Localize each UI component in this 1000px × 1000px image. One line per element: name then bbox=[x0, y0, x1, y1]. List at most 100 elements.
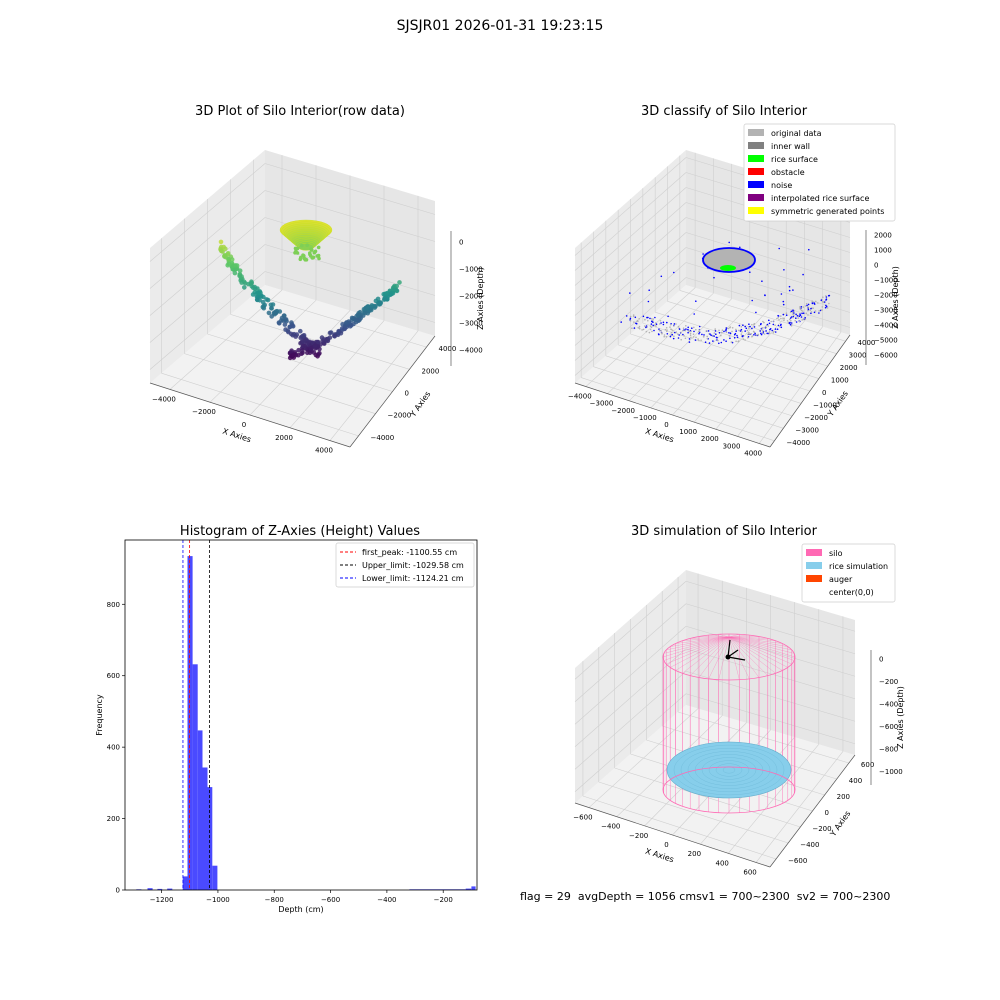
p2-original-point bbox=[738, 329, 740, 332]
p2-noise-point bbox=[782, 300, 785, 303]
p2-noise-point bbox=[766, 332, 768, 335]
p2-original-point bbox=[815, 300, 817, 303]
p2-noise-point bbox=[660, 275, 663, 278]
p2-original-point bbox=[658, 329, 661, 332]
p2-legend-label: interpolated rice surface bbox=[771, 194, 869, 203]
p4-legend-label: center(0,0) bbox=[829, 588, 874, 597]
p4-legend-swatch bbox=[806, 575, 822, 582]
p2-original-point bbox=[735, 328, 737, 331]
p2-noise-point bbox=[736, 334, 738, 337]
p2-grid-z bbox=[685, 232, 851, 283]
p4-silo-roof-wire bbox=[728, 636, 795, 654]
p1-data-point bbox=[384, 290, 390, 296]
p1-data-point bbox=[296, 347, 301, 353]
p4-legend-swatch bbox=[806, 588, 822, 595]
p1-data-point bbox=[355, 312, 361, 318]
p1-funnel-point bbox=[295, 246, 300, 251]
p2-grid-y bbox=[655, 311, 828, 367]
p2-noise-point bbox=[729, 332, 732, 335]
p2-noise-point bbox=[753, 326, 756, 328]
p4-silo-roof-wire bbox=[728, 636, 796, 658]
p2-noise-point bbox=[768, 319, 770, 322]
p2-noise-point bbox=[718, 332, 721, 334]
p2-z-tick-label: 1000 bbox=[874, 247, 892, 255]
p2-original-point bbox=[828, 302, 830, 305]
p2-noise-point bbox=[678, 334, 680, 336]
p2-noise-point bbox=[776, 328, 779, 331]
p2-y-tick-label: −2000 bbox=[804, 414, 828, 422]
p2-noise-point bbox=[818, 312, 820, 314]
p4-silo-roof-wire bbox=[728, 636, 776, 641]
p2-original-point bbox=[804, 318, 807, 321]
p1-x-tick-label: 0 bbox=[242, 421, 246, 429]
p2-noise-point bbox=[798, 315, 801, 318]
p2-original-point bbox=[677, 333, 679, 335]
p2-noise-point bbox=[766, 323, 769, 326]
p2-noise-point bbox=[634, 316, 637, 319]
p2-original-point bbox=[785, 312, 788, 315]
p4-grid-z bbox=[685, 693, 856, 745]
p2-original-point bbox=[684, 337, 687, 340]
p2-original-point bbox=[648, 331, 651, 334]
p2-original-point bbox=[746, 329, 749, 332]
p2-original-point bbox=[632, 315, 635, 318]
p2-y-tick-label: 3000 bbox=[849, 352, 867, 360]
p2-noise-point bbox=[795, 317, 797, 320]
p3-x-tick-label: −800 bbox=[265, 896, 284, 904]
plot4-3d-simulation: −600 −400 −200 0 200 400 600 −600 −400 −200 0 200 40… bbox=[573, 543, 905, 876]
p2-z-tick-label: −1000 bbox=[874, 277, 898, 285]
p2-noise-point bbox=[710, 334, 712, 337]
p2-noise-point bbox=[825, 304, 827, 307]
p2-original-point bbox=[700, 339, 702, 342]
p2-noise-point bbox=[751, 299, 753, 302]
p3-histogram-bar bbox=[212, 865, 218, 890]
p1-data-point bbox=[234, 263, 240, 268]
p2-noise-point bbox=[698, 332, 700, 335]
p4-rice-mesh bbox=[715, 763, 743, 777]
p1-data-point bbox=[312, 343, 318, 348]
p2-original-point bbox=[788, 318, 791, 321]
p2-noise-point bbox=[810, 312, 812, 315]
p2-original-point bbox=[689, 334, 692, 337]
p1-data-point bbox=[340, 322, 345, 327]
p1-y-tick-label: 2000 bbox=[422, 367, 440, 375]
p1-data-point bbox=[218, 239, 224, 245]
p2-grid-y bbox=[593, 366, 784, 429]
p4-grid-y bbox=[582, 795, 777, 860]
p1-data-point bbox=[332, 334, 338, 339]
p2-noise-point bbox=[673, 323, 676, 325]
p2-original-point bbox=[650, 318, 653, 320]
p2-noise-point bbox=[720, 341, 723, 344]
p1-data-point bbox=[269, 305, 274, 311]
p3-histogram-bar bbox=[471, 886, 476, 890]
p1-data-point bbox=[289, 348, 294, 354]
p2-noise-point bbox=[785, 314, 788, 317]
p2-original-point bbox=[659, 320, 662, 322]
p2-original-point bbox=[799, 307, 801, 310]
p2-original-point bbox=[776, 317, 778, 320]
p4-axis-marker-x bbox=[727, 656, 746, 661]
p2-noise-point bbox=[783, 269, 785, 271]
p2-noise-point bbox=[742, 324, 744, 327]
p2-noise-point bbox=[748, 323, 750, 326]
p4-grid-z bbox=[685, 603, 856, 655]
p2-noise-point bbox=[733, 333, 736, 336]
p2-noise-point bbox=[733, 337, 736, 339]
footer-flag: flag = 29 bbox=[520, 890, 571, 903]
p2-original-point bbox=[629, 315, 632, 318]
p2-noise-point bbox=[744, 325, 746, 328]
p2-original-point bbox=[748, 327, 750, 330]
p2-y-tick-label: −3000 bbox=[795, 426, 819, 434]
p2-noise-point bbox=[780, 326, 783, 329]
p2-noise-point bbox=[688, 341, 691, 343]
p2-noise-point bbox=[760, 332, 762, 335]
p3-histogram-bar bbox=[192, 664, 198, 890]
p2-original-point bbox=[744, 339, 746, 341]
p2-original-point bbox=[706, 337, 709, 340]
p4-z-axis-label: Z Axies (Depth) bbox=[896, 686, 905, 749]
p2-y-tick-label: −1000 bbox=[813, 401, 837, 409]
p2-original-point bbox=[692, 336, 695, 338]
p3-y-tick-label: 600 bbox=[107, 672, 120, 680]
p2-original-point bbox=[675, 323, 677, 325]
